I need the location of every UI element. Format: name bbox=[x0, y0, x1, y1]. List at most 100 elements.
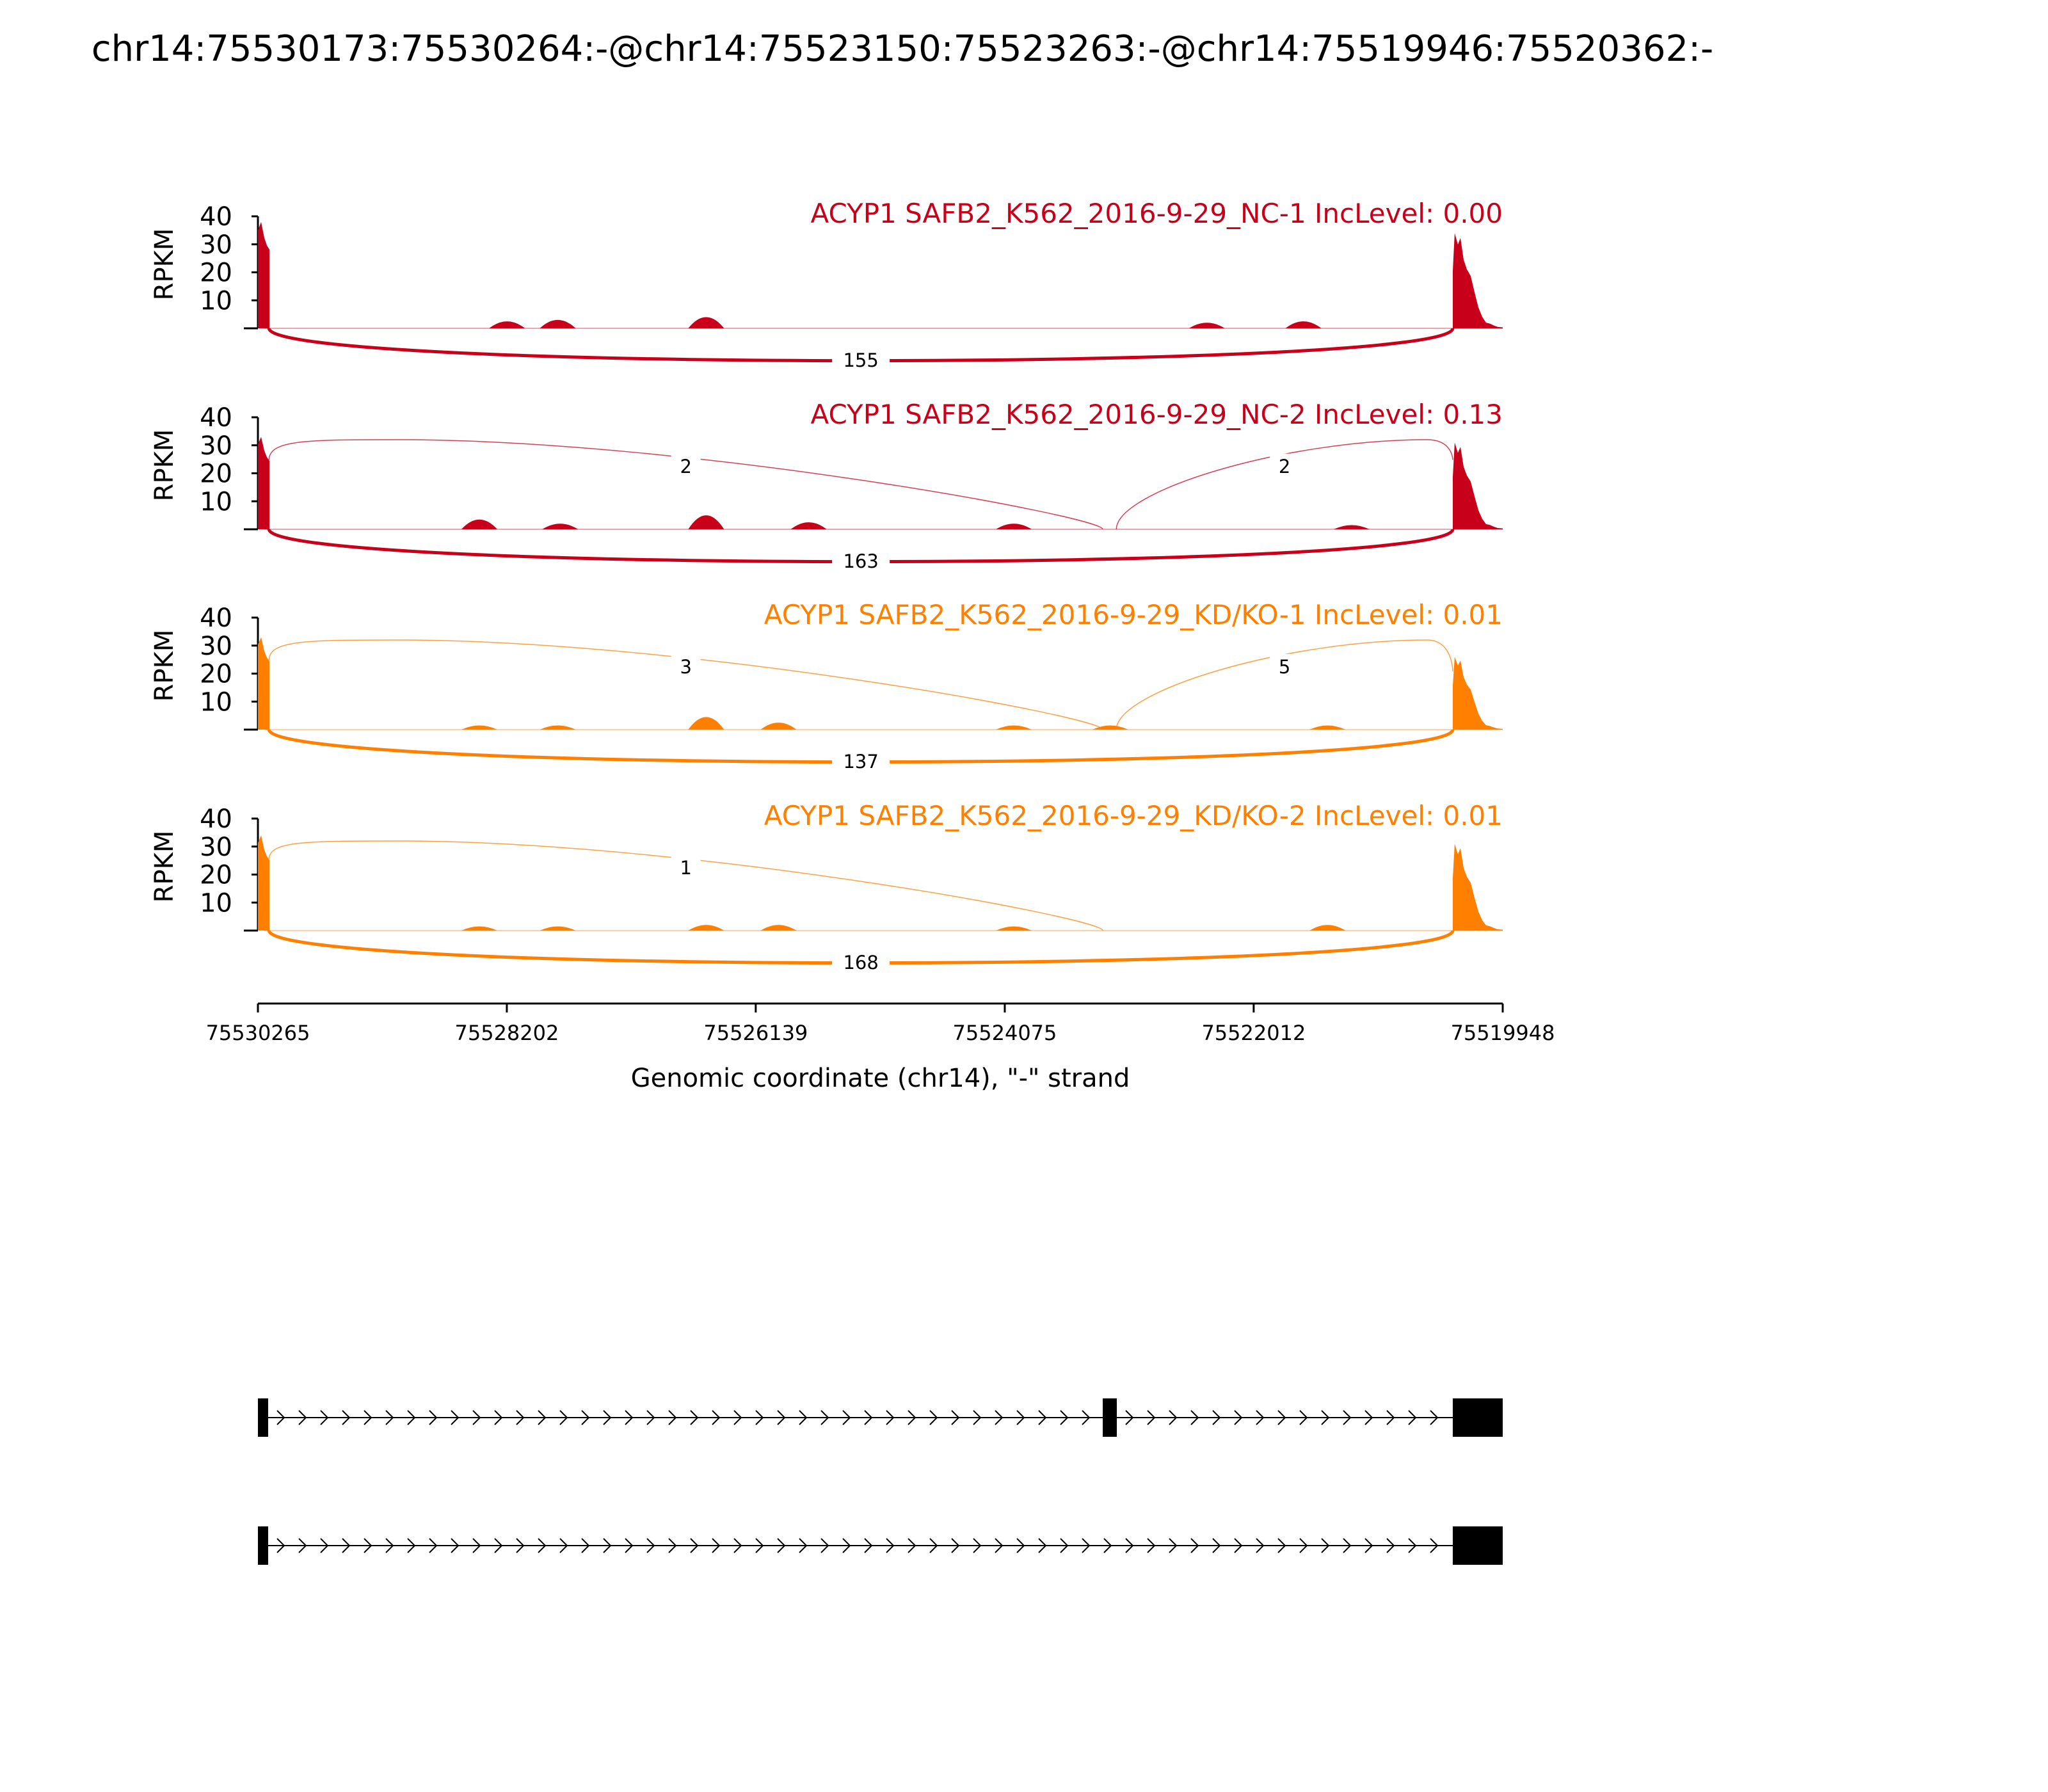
coverage-bump bbox=[542, 524, 579, 529]
junction-count-label: 168 bbox=[843, 952, 878, 973]
strand-chevron bbox=[559, 1538, 568, 1553]
strand-chevron bbox=[1277, 1538, 1286, 1553]
strand-chevron bbox=[538, 1410, 547, 1425]
coverage-peak-upstream bbox=[258, 221, 269, 328]
junction-arc bbox=[1116, 639, 1453, 730]
y-tick-label: 10 bbox=[200, 687, 232, 717]
junction-label-background bbox=[671, 854, 701, 881]
strand-chevron bbox=[342, 1410, 351, 1425]
coverage-bump bbox=[996, 524, 1032, 529]
exon-block bbox=[258, 1398, 268, 1437]
strand-chevron bbox=[625, 1538, 634, 1553]
strand-chevron bbox=[1299, 1410, 1308, 1425]
strand-chevron bbox=[995, 1410, 1004, 1425]
coverage-bump bbox=[688, 925, 724, 931]
strand-chevron bbox=[1147, 1410, 1156, 1425]
y-tick-label: 30 bbox=[200, 632, 232, 661]
strand-chevron bbox=[320, 1410, 329, 1425]
junction-label-background bbox=[832, 950, 890, 975]
junction-label-background bbox=[1270, 453, 1300, 479]
strand-chevron bbox=[1343, 1410, 1352, 1425]
junction-count-label: 2 bbox=[1279, 456, 1290, 477]
strand-chevron bbox=[1147, 1538, 1156, 1553]
strand-chevron bbox=[1321, 1538, 1330, 1553]
y-tick-label: 30 bbox=[200, 431, 232, 461]
strand-chevron bbox=[1060, 1538, 1069, 1553]
strand-chevron bbox=[1082, 1538, 1091, 1553]
strand-chevron bbox=[1277, 1410, 1286, 1425]
strand-chevron bbox=[1103, 1538, 1112, 1553]
series-label: ACYP1 SAFB2_K562_2016-9-29_NC-2 IncLevel… bbox=[810, 399, 1503, 430]
strand-chevron bbox=[538, 1538, 547, 1553]
y-tick-label: 10 bbox=[200, 487, 232, 516]
strand-chevron bbox=[1016, 1410, 1025, 1425]
junction-count-label: 155 bbox=[843, 349, 878, 371]
coverage-bump bbox=[461, 926, 497, 931]
strand-chevron bbox=[1016, 1538, 1025, 1553]
strand-chevron bbox=[625, 1410, 634, 1425]
strand-chevron bbox=[516, 1410, 525, 1425]
strand-chevron bbox=[385, 1538, 394, 1553]
coverage-bump bbox=[996, 725, 1032, 730]
strand-chevron bbox=[646, 1410, 655, 1425]
x-tick-label: 75522012 bbox=[1201, 1021, 1306, 1045]
strand-chevron bbox=[342, 1538, 351, 1553]
exon-block bbox=[1103, 1398, 1117, 1437]
strand-chevron bbox=[298, 1410, 307, 1425]
strand-chevron bbox=[581, 1538, 590, 1553]
isoform-track bbox=[258, 1398, 1503, 1565]
x-axis-label: Genomic coordinate (chr14), "-" strand bbox=[631, 1064, 1130, 1093]
junction-label-background bbox=[832, 548, 890, 574]
coverage-bump bbox=[540, 319, 576, 328]
isoform-model bbox=[258, 1526, 1503, 1565]
strand-chevron bbox=[712, 1538, 721, 1553]
strand-chevron bbox=[1408, 1410, 1417, 1425]
strand-chevron bbox=[1169, 1410, 1178, 1425]
strand-chevron bbox=[1060, 1410, 1069, 1425]
strand-chevron bbox=[1082, 1410, 1091, 1425]
y-tick-label: 40 bbox=[200, 604, 232, 633]
strand-chevron bbox=[1038, 1538, 1047, 1553]
strand-chevron bbox=[1256, 1410, 1265, 1425]
coverage-bump bbox=[1309, 925, 1346, 931]
strand-chevron bbox=[1430, 1538, 1439, 1553]
junction-count-label: 137 bbox=[843, 751, 878, 772]
strand-chevron bbox=[1234, 1538, 1243, 1553]
strand-chevron bbox=[364, 1410, 372, 1425]
y-tick-label: 10 bbox=[200, 888, 232, 918]
coverage-peak-downstream bbox=[1452, 442, 1503, 529]
coverage-bump bbox=[996, 926, 1032, 931]
strand-chevron bbox=[1125, 1538, 1134, 1553]
coverage-bump bbox=[1285, 321, 1322, 328]
junction-label-background bbox=[832, 749, 890, 774]
junction-arc bbox=[268, 639, 1103, 730]
y-tick-label: 40 bbox=[200, 202, 232, 232]
coverage-peak-downstream bbox=[1452, 233, 1503, 328]
strand-chevron bbox=[864, 1538, 873, 1553]
strand-chevron bbox=[908, 1410, 916, 1425]
series-label: ACYP1 SAFB2_K562_2016-9-29_KD/KO-1 IncLe… bbox=[764, 599, 1503, 630]
strand-chevron bbox=[472, 1410, 481, 1425]
strand-chevron bbox=[429, 1538, 438, 1553]
y-tick-label: 20 bbox=[200, 861, 232, 890]
coverage-bump bbox=[1333, 525, 1370, 529]
strand-chevron bbox=[712, 1410, 721, 1425]
coverage-peak-upstream bbox=[258, 637, 269, 730]
y-tick-label: 30 bbox=[200, 833, 232, 862]
strand-chevron bbox=[733, 1538, 742, 1553]
strand-chevron bbox=[451, 1410, 460, 1425]
x-tick-label: 75519948 bbox=[1451, 1021, 1555, 1045]
junction-count-label: 1 bbox=[680, 857, 691, 879]
strand-chevron bbox=[494, 1538, 503, 1553]
strand-chevron bbox=[1386, 1538, 1395, 1553]
exon-block bbox=[1452, 1526, 1503, 1565]
strand-chevron bbox=[1364, 1410, 1373, 1425]
strand-chevron bbox=[799, 1410, 808, 1425]
y-axis-label: RPKM bbox=[150, 630, 179, 702]
strand-chevron bbox=[777, 1538, 786, 1553]
strand-chevron bbox=[385, 1410, 394, 1425]
